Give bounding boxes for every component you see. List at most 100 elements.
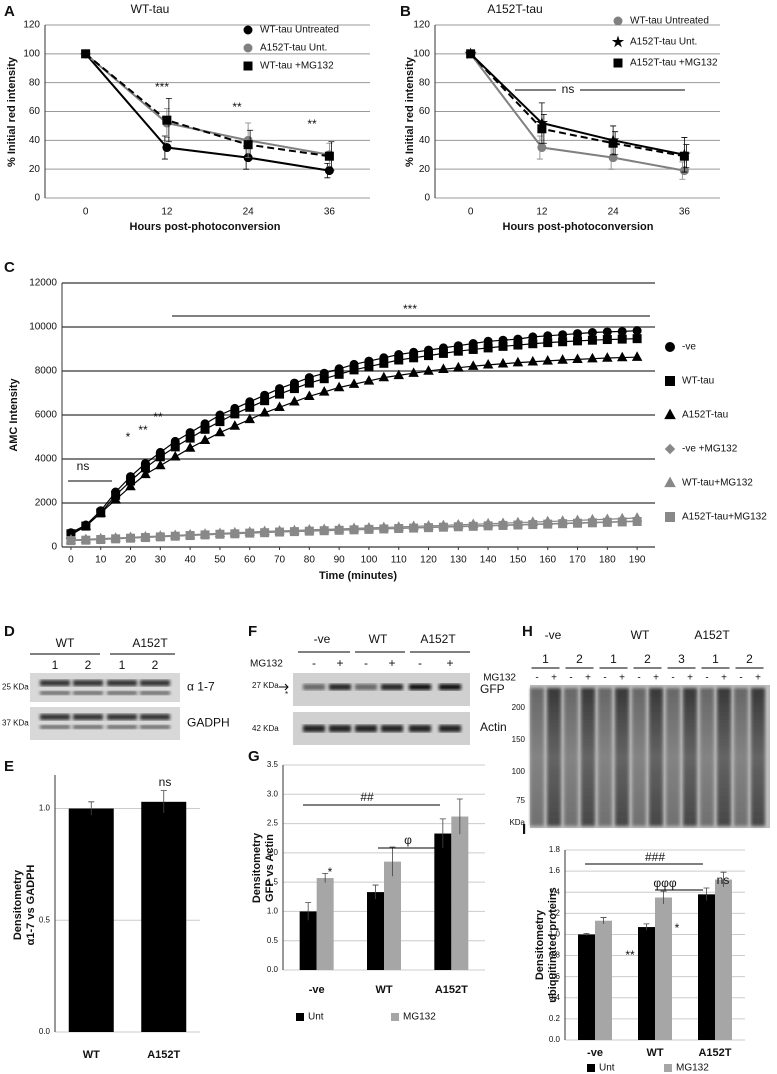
y-axis-label: Densitometry — [534, 909, 546, 980]
x-tick-label: 10 — [95, 555, 107, 566]
lane-smear — [581, 688, 595, 826]
y-tick-label: 0.8 — [549, 951, 561, 960]
marker — [557, 354, 568, 364]
marker — [632, 326, 642, 336]
band — [107, 680, 137, 686]
protein-label: GFP — [480, 682, 505, 696]
marker — [513, 520, 523, 530]
annotation: ** — [625, 948, 635, 962]
x-tick-label: 70 — [274, 555, 286, 566]
y-tick-label: 3.5 — [267, 760, 279, 769]
error-bar — [305, 902, 312, 921]
marker — [587, 328, 597, 337]
marker — [438, 363, 449, 373]
y-tick-label: 120 — [23, 20, 40, 31]
blot-group: A152T — [132, 636, 168, 650]
lane-smear — [683, 688, 697, 826]
annotation: ### — [645, 850, 665, 864]
legend-label: -ve — [682, 342, 696, 353]
marker — [558, 519, 568, 529]
y-tick-label: 6000 — [35, 410, 58, 421]
panel-letter: C — [4, 259, 15, 276]
annotation: ** — [232, 100, 242, 114]
marker — [453, 346, 463, 356]
marker — [483, 343, 493, 353]
blot-strip — [30, 673, 180, 702]
error-bar — [720, 871, 727, 887]
panel-letter: A — [4, 3, 15, 20]
marker — [602, 327, 612, 337]
band — [409, 725, 431, 732]
marker — [409, 353, 419, 363]
marker — [95, 507, 106, 517]
arrow — [279, 683, 289, 691]
y-tick-label: 100 — [413, 48, 430, 59]
x-tick-label: 130 — [450, 555, 467, 566]
y-tick-label: 1.0 — [39, 804, 51, 813]
marker — [602, 335, 612, 345]
lane-smear — [734, 688, 748, 826]
y-tick-label: 1.4 — [549, 887, 561, 896]
annotation: ## — [360, 790, 374, 804]
y-tick-label: 120 — [413, 20, 430, 31]
y-tick-label: 1.0 — [549, 930, 561, 939]
marker — [155, 452, 165, 462]
marker — [438, 348, 448, 358]
blot-group: A152T — [420, 632, 456, 646]
error-bar — [703, 887, 710, 901]
marker — [215, 529, 225, 539]
marker — [111, 534, 121, 544]
treatment-sign: - — [705, 673, 708, 684]
band — [381, 684, 403, 690]
panel-letter: I — [522, 821, 526, 838]
band — [439, 725, 461, 732]
bar — [384, 861, 401, 970]
bar — [316, 878, 334, 970]
treatment-sign: + — [687, 673, 693, 684]
band — [107, 691, 137, 695]
band — [409, 684, 431, 690]
annotation: *** — [403, 302, 417, 316]
marker — [379, 358, 389, 368]
marker — [259, 406, 270, 417]
marker — [453, 522, 463, 532]
blot-group: WT — [631, 628, 650, 642]
y-tick-label: 0.0 — [39, 1027, 51, 1036]
error-bar — [160, 790, 167, 813]
x-tick-label: 180 — [599, 555, 616, 566]
y-tick-label: 0.6 — [549, 972, 561, 981]
error-bar — [439, 818, 446, 849]
annotation: ** — [153, 410, 163, 424]
marker — [542, 355, 553, 365]
x-tick-label: 50 — [214, 555, 226, 566]
size-marker: 100 — [512, 767, 526, 776]
band — [355, 684, 377, 690]
band — [355, 725, 377, 732]
band — [40, 714, 70, 720]
lane-smear — [751, 688, 765, 826]
y-tick-label: 80 — [419, 77, 431, 88]
marker — [140, 533, 150, 543]
y-tick-label: 0 — [34, 193, 40, 204]
band — [40, 691, 70, 695]
y-tick-label: 1.0 — [267, 907, 279, 916]
marker — [199, 434, 211, 444]
y-tick-label: 40 — [419, 135, 431, 146]
legend-label: Unt — [308, 1012, 324, 1023]
lane-smear — [700, 688, 714, 826]
x-tick-label: 40 — [185, 555, 197, 566]
marker — [275, 389, 285, 399]
marker — [379, 524, 389, 534]
treatment-sign: - — [569, 673, 572, 684]
marker — [572, 353, 583, 364]
marker — [543, 519, 553, 529]
marker — [616, 351, 628, 362]
marker — [611, 35, 625, 48]
marker — [378, 371, 390, 382]
x-axis-label: Time (minutes) — [319, 570, 397, 582]
bar — [638, 927, 655, 1040]
marker — [364, 362, 374, 372]
y-tick-label: 2.0 — [267, 848, 279, 857]
marker — [482, 359, 494, 369]
